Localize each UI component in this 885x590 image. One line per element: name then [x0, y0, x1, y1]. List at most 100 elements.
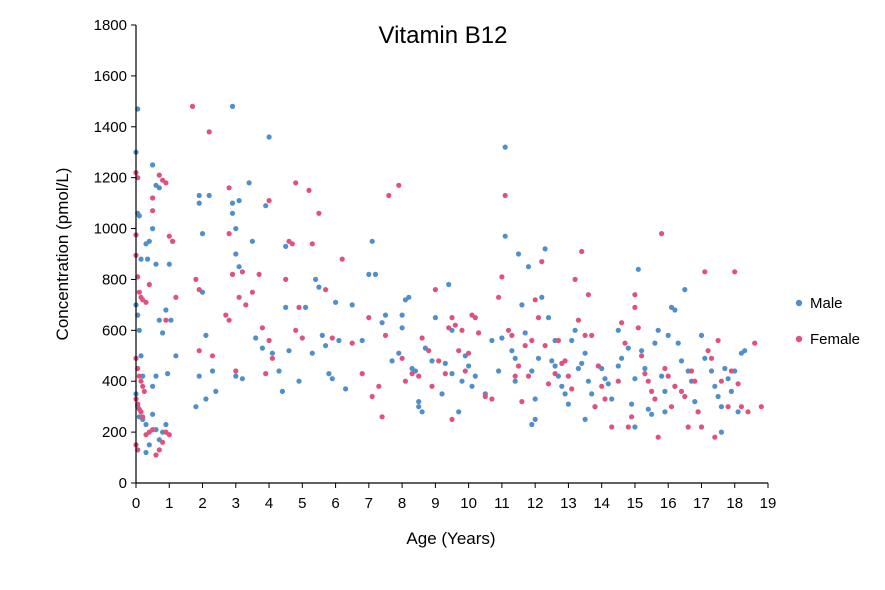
point-male: [136, 213, 142, 219]
x-tick-label: 18: [726, 495, 743, 512]
point-female: [449, 416, 455, 422]
point-female: [293, 180, 299, 186]
point-female: [562, 358, 568, 364]
point-male: [319, 332, 325, 338]
point-male: [665, 332, 671, 338]
legend-label-male: Male: [810, 295, 843, 312]
point-female: [642, 371, 648, 377]
point-male: [203, 332, 209, 338]
point-female: [592, 404, 598, 410]
point-female: [725, 404, 731, 410]
point-female: [136, 373, 142, 379]
point-female: [668, 404, 675, 410]
point-female: [496, 294, 502, 300]
point-male: [336, 337, 342, 344]
point-female: [629, 414, 635, 420]
point-male: [163, 307, 169, 313]
point-male: [655, 327, 661, 333]
point-male: [542, 246, 548, 252]
point-male: [279, 388, 285, 394]
point-female: [206, 129, 212, 135]
point-male: [582, 416, 588, 422]
point-male: [582, 350, 588, 356]
point-male: [366, 271, 372, 277]
point-female: [542, 343, 548, 349]
point-female: [349, 340, 355, 346]
point-male: [499, 335, 505, 341]
point-female: [555, 337, 562, 344]
point-female: [665, 373, 671, 379]
point-male: [138, 353, 144, 359]
point-female: [173, 294, 179, 300]
point-male: [193, 404, 199, 410]
point-female: [489, 396, 495, 402]
point-female: [316, 210, 322, 216]
point-female: [153, 452, 159, 458]
point-male: [725, 376, 731, 382]
point-male: [168, 317, 174, 323]
point-male: [406, 294, 412, 300]
point-female: [752, 340, 758, 346]
point-male: [349, 302, 355, 308]
y-tick-label: 400: [102, 373, 127, 390]
point-female: [672, 383, 678, 389]
point-female: [649, 388, 655, 394]
point-male: [379, 320, 385, 326]
point-female: [476, 330, 482, 336]
point-male: [472, 373, 478, 379]
point-male: [712, 383, 718, 389]
point-female: [166, 432, 172, 438]
point-female: [446, 325, 452, 331]
point-female: [243, 302, 249, 308]
point-male: [715, 393, 721, 400]
point-female: [416, 373, 422, 379]
point-male: [569, 337, 575, 344]
point-female: [226, 231, 232, 237]
point-male: [419, 409, 425, 415]
x-tick-label: 13: [560, 495, 577, 512]
point-male: [678, 358, 685, 364]
point-female: [150, 208, 156, 214]
x-tick-label: 7: [365, 495, 373, 512]
point-female: [462, 368, 468, 374]
point-male: [519, 302, 525, 308]
point-male: [672, 307, 678, 313]
legend-label-female: Female: [810, 331, 860, 348]
point-female: [306, 187, 312, 193]
point-female: [143, 299, 149, 305]
point-male: [150, 383, 156, 389]
point-female: [472, 315, 478, 321]
point-female: [329, 335, 335, 341]
point-male: [166, 261, 172, 267]
point-male: [143, 421, 149, 428]
point-male: [206, 192, 212, 199]
point-female: [339, 256, 345, 262]
point-male: [565, 401, 572, 407]
point-female: [758, 404, 764, 410]
point-female: [376, 383, 382, 389]
y-tick-label: 1200: [94, 170, 127, 187]
x-tick-label: 3: [232, 495, 240, 512]
point-female: [662, 365, 668, 372]
point-male: [512, 355, 518, 361]
point-male: [316, 284, 322, 290]
point-female: [575, 317, 582, 323]
point-male: [545, 315, 552, 321]
data-points: [133, 103, 764, 458]
point-male: [153, 261, 159, 267]
x-tick-label: 12: [527, 495, 544, 512]
point-male: [549, 358, 555, 364]
point-female: [166, 233, 172, 239]
x-tick-label: 17: [693, 495, 710, 512]
x-tick-label: 19: [760, 495, 777, 512]
point-female: [456, 348, 462, 354]
point-male: [303, 304, 309, 310]
point-male: [662, 388, 668, 394]
point-male: [163, 421, 169, 428]
point-male: [372, 271, 379, 277]
point-female: [249, 289, 255, 295]
point-female: [705, 348, 711, 354]
point-female: [409, 371, 415, 377]
